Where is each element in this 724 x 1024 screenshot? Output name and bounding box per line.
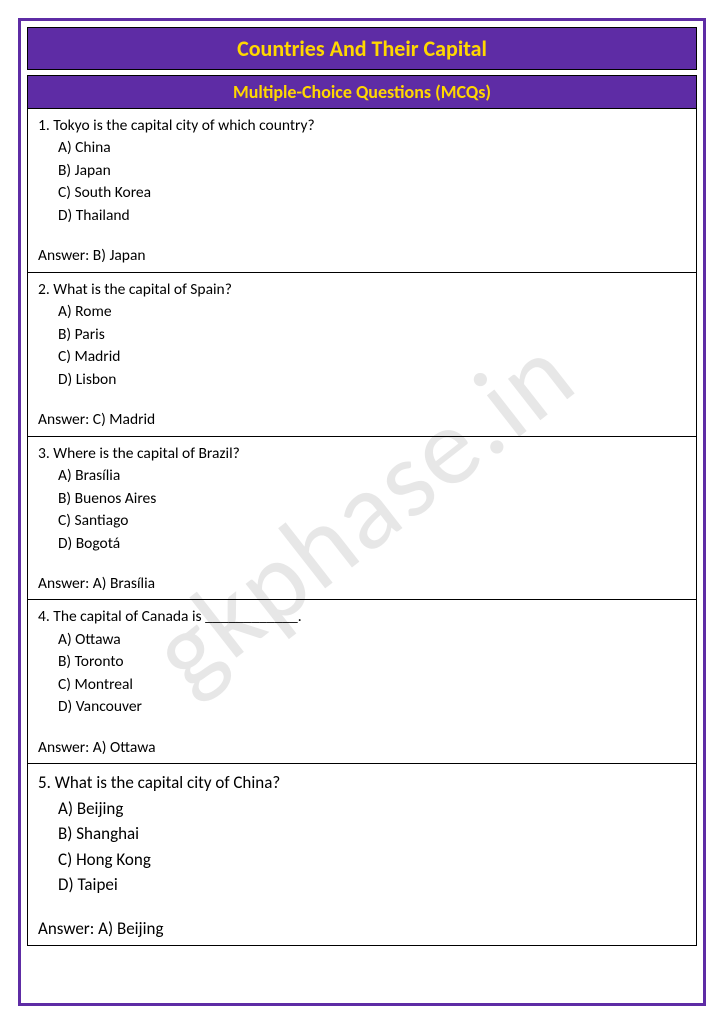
- question-block: 3. Where is the capital of Brazil? A) Br…: [27, 437, 697, 601]
- question-text: 4. The capital of Canada is ____________…: [36, 606, 688, 628]
- option-d: D) Vancouver: [36, 696, 688, 718]
- content-area: Countries And Their Capital Multiple-Cho…: [27, 27, 697, 946]
- option-c: C) Hong Kong: [36, 847, 688, 873]
- question-text: 3. Where is the capital of Brazil?: [36, 443, 688, 465]
- sub-title: Multiple-Choice Questions (MCQs): [27, 75, 697, 109]
- answer-text: Answer: A) Ottawa: [36, 737, 688, 759]
- question-text: 5. What is the capital city of China?: [36, 770, 688, 796]
- option-c: C) Madrid: [36, 346, 688, 368]
- option-b: B) Buenos Aires: [36, 488, 688, 510]
- page-frame: gkphase.in Countries And Their Capital M…: [18, 18, 706, 1006]
- option-a: A) Rome: [36, 301, 688, 323]
- option-a: A) Ottawa: [36, 629, 688, 651]
- question-block: 4. The capital of Canada is ____________…: [27, 600, 697, 764]
- answer-text: Answer: C) Madrid: [36, 409, 688, 431]
- main-title: Countries And Their Capital: [27, 27, 697, 70]
- question-block: 2. What is the capital of Spain? A) Rome…: [27, 273, 697, 437]
- answer-text: Answer: B) Japan: [36, 245, 688, 267]
- option-a: A) Brasília: [36, 465, 688, 487]
- option-c: C) Montreal: [36, 674, 688, 696]
- option-b: B) Toronto: [36, 651, 688, 673]
- option-d: D) Thailand: [36, 205, 688, 227]
- option-c: C) Santiago: [36, 510, 688, 532]
- option-c: C) South Korea: [36, 182, 688, 204]
- option-a: A) Beijing: [36, 796, 688, 822]
- question-block: 5. What is the capital city of China? A)…: [27, 764, 697, 946]
- option-b: B) Japan: [36, 160, 688, 182]
- option-b: B) Shanghai: [36, 821, 688, 847]
- option-a: A) China: [36, 137, 688, 159]
- option-b: B) Paris: [36, 324, 688, 346]
- option-d: D) Lisbon: [36, 369, 688, 391]
- answer-text: Answer: A) Brasília: [36, 573, 688, 595]
- question-text: 1. Tokyo is the capital city of which co…: [36, 115, 688, 137]
- question-text: 2. What is the capital of Spain?: [36, 279, 688, 301]
- option-d: D) Bogotá: [36, 533, 688, 555]
- question-block: 1. Tokyo is the capital city of which co…: [27, 109, 697, 273]
- answer-text: Answer: A) Beijing: [36, 916, 688, 942]
- option-d: D) Taipei: [36, 872, 688, 898]
